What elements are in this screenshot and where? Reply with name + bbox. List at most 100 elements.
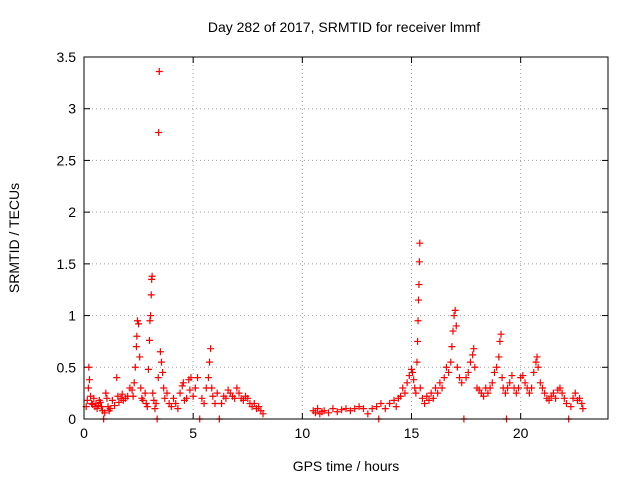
data-point xyxy=(141,389,149,397)
data-point xyxy=(148,272,156,280)
data-point xyxy=(480,392,488,400)
data-point xyxy=(416,239,424,247)
data-point xyxy=(528,384,536,392)
data-point xyxy=(493,363,501,371)
data-point xyxy=(115,398,123,406)
data-point xyxy=(415,258,423,266)
data-point xyxy=(170,394,178,402)
data-point xyxy=(129,392,137,400)
x-axis-label: GPS time / hours xyxy=(293,458,400,474)
data-point xyxy=(151,405,159,413)
data-point xyxy=(198,394,206,402)
data-point xyxy=(149,389,157,397)
data-point xyxy=(133,332,141,340)
data-point xyxy=(466,358,474,366)
data-point xyxy=(147,291,155,299)
data-point xyxy=(325,409,333,417)
data-point xyxy=(415,281,423,289)
data-point xyxy=(333,408,341,416)
data-point xyxy=(397,392,405,400)
data-point xyxy=(451,306,459,314)
data-point xyxy=(578,399,586,407)
data-point xyxy=(159,368,167,376)
data-point xyxy=(496,337,504,345)
data-point xyxy=(552,394,560,402)
data-point xyxy=(442,363,450,371)
data-point xyxy=(549,389,557,397)
data-point xyxy=(390,396,398,404)
ticks: 0 5 10 15 20 0 0.5 1 1.5 2 2.5 3 3.5 xyxy=(57,49,608,441)
data-point xyxy=(490,368,498,376)
data-point xyxy=(445,368,453,376)
data-point xyxy=(342,405,350,413)
data-point xyxy=(470,345,478,353)
data-point xyxy=(108,396,116,404)
data-point xyxy=(311,409,319,417)
data-point xyxy=(486,384,494,392)
data-point xyxy=(471,363,479,371)
data-point xyxy=(440,374,448,382)
data-point xyxy=(488,379,496,387)
data-point xyxy=(239,396,247,404)
data-point xyxy=(207,345,215,353)
data-point xyxy=(532,358,540,366)
data-point xyxy=(521,379,529,387)
data-point xyxy=(364,410,372,418)
data-point xyxy=(200,399,208,407)
data-point xyxy=(414,317,422,325)
data-point xyxy=(329,405,337,413)
data-point xyxy=(534,363,542,371)
data-point xyxy=(106,405,114,413)
data-point xyxy=(136,353,144,361)
data-point xyxy=(563,399,571,407)
data-point xyxy=(368,405,376,413)
data-point xyxy=(373,403,381,411)
data-point xyxy=(447,358,455,366)
data-point xyxy=(146,317,154,325)
data-point xyxy=(539,384,546,392)
data-point xyxy=(408,365,415,373)
data-point xyxy=(208,384,216,392)
data-point xyxy=(405,372,413,380)
data-point xyxy=(179,379,187,387)
data-point xyxy=(186,386,194,394)
grid xyxy=(84,57,608,419)
data-point xyxy=(425,396,433,404)
axes xyxy=(83,56,609,420)
data-point xyxy=(525,389,533,397)
data-point xyxy=(449,327,457,335)
data-point xyxy=(508,372,516,380)
data-point xyxy=(458,379,466,387)
data-point xyxy=(118,390,126,398)
data-point xyxy=(96,398,104,406)
data-point xyxy=(255,403,263,411)
data-point xyxy=(504,384,512,392)
x-tick-label: 0 xyxy=(80,425,88,441)
data-point xyxy=(130,379,138,387)
data-point xyxy=(414,296,422,304)
y-tick-label: 3 xyxy=(68,101,76,117)
data-point xyxy=(545,396,553,404)
x-tick-label: 5 xyxy=(189,425,197,441)
data-point xyxy=(244,394,252,402)
data-point xyxy=(250,399,258,407)
data-point xyxy=(576,394,584,402)
data-point xyxy=(152,399,160,407)
x-tick-label: 15 xyxy=(404,425,420,441)
data-points xyxy=(82,67,587,423)
data-point xyxy=(453,363,461,371)
data-point xyxy=(462,374,470,382)
data-point xyxy=(83,396,91,404)
y-tick-label: 3.5 xyxy=(57,49,77,65)
data-point xyxy=(231,394,239,402)
data-point xyxy=(178,382,186,390)
data-point xyxy=(392,403,400,411)
data-point xyxy=(512,389,520,397)
data-point xyxy=(541,389,549,397)
data-point xyxy=(498,374,506,382)
data-point xyxy=(401,389,409,397)
data-point xyxy=(556,384,564,392)
plot-frame xyxy=(83,56,609,420)
chart-title: Day 282 of 2017, SRMTID for receiver lmm… xyxy=(208,19,480,35)
